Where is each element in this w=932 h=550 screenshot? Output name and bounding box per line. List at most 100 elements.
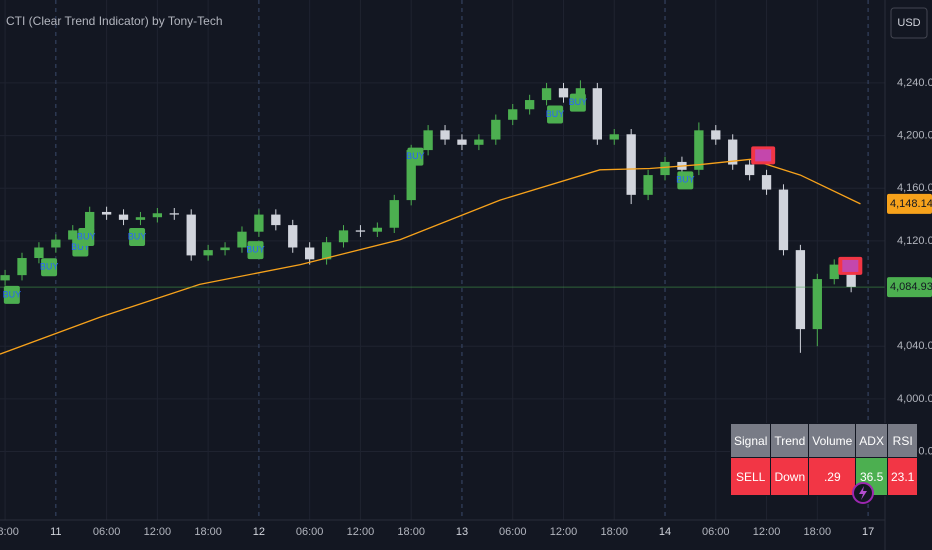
candle-body (423, 130, 433, 151)
candle-body (305, 247, 315, 260)
buy-signal (677, 171, 694, 190)
buy-signal (3, 285, 20, 304)
candle-body (829, 264, 839, 280)
buy-label: BUY (246, 245, 265, 255)
candle-body (474, 139, 484, 145)
x-tick-label: 18:00 (397, 526, 425, 538)
chart-title: CTI (Clear Trend Indicator) by Tony-Tech (6, 14, 223, 28)
candle-body (558, 88, 569, 98)
price-tag (887, 193, 932, 214)
candle-body (118, 214, 129, 220)
header-cell: ADX (855, 423, 888, 458)
status-table: Signal Trend Volume ADX RSI SELL Down .2… (729, 423, 919, 496)
candle-body (846, 264, 856, 287)
cell: Down (770, 457, 810, 496)
sell-signal-inner (755, 149, 772, 162)
table-header: Signal Trend Volume ADX RSI (729, 423, 919, 458)
candle-body (643, 175, 653, 195)
y-tick-label: 4,240.00 (897, 77, 932, 89)
buy-label: BUY (546, 109, 565, 119)
candle-body (85, 211, 95, 231)
candle-body (795, 250, 806, 330)
candle-body (338, 230, 349, 243)
candle-body (34, 247, 44, 259)
buy-label: BUY (71, 242, 90, 252)
price-tag-label: 4,084.93 (890, 281, 932, 293)
x-tick-label: 12 (253, 526, 265, 538)
candle-body (152, 213, 163, 218)
candle-body (288, 225, 298, 248)
candle-body (372, 227, 383, 232)
candle-body (135, 217, 146, 220)
candle-body (711, 130, 721, 140)
x-tick-label: 12:00 (144, 526, 172, 538)
candle-body (744, 164, 755, 176)
buy-signal (547, 105, 564, 124)
buy-label: BUY (406, 151, 425, 161)
candle-body (203, 250, 213, 256)
candle-body (51, 239, 61, 248)
candle-body (389, 200, 399, 228)
lightning-icon[interactable] (851, 481, 875, 505)
candle-body (491, 119, 501, 140)
x-tick-label: 06:00 (93, 526, 121, 538)
x-tick-label: 11 (50, 526, 61, 538)
cell: SELL (729, 457, 772, 496)
candle-body (541, 88, 552, 101)
x-tick-label: 17 (862, 526, 874, 538)
sell-signal-inner (842, 259, 859, 272)
candle-body (271, 214, 281, 226)
candle-body (17, 258, 27, 276)
buy-signal (78, 227, 95, 246)
x-tick-label: 18:00 (0, 526, 19, 538)
y-tick-label: 4,160.00 (897, 182, 932, 194)
candle-body (592, 88, 602, 140)
buy-label: BUY (40, 262, 59, 272)
candle-body (321, 242, 332, 260)
header-cell: Trend (770, 423, 810, 458)
price-tag-label: 4,148.14 (890, 198, 932, 210)
buy-label: BUY (3, 289, 22, 299)
x-tick-label: 12:00 (550, 526, 578, 538)
candle-body (406, 150, 416, 201)
candle-body (101, 211, 112, 215)
candle-body (660, 161, 670, 176)
header-cell: RSI (886, 423, 919, 458)
buy-signal (247, 241, 264, 260)
candle-body (457, 139, 467, 145)
y-tick-label: 4,000.00 (897, 393, 932, 405)
candle-body (575, 88, 586, 98)
candle-body (355, 230, 366, 232)
candle-body (508, 109, 518, 120)
x-tick-label: 18:00 (600, 526, 628, 538)
candle-body (68, 230, 78, 240)
cell: .29 (808, 457, 857, 496)
currency[interactable]: USD (897, 17, 920, 29)
buy-signal (41, 258, 58, 277)
y-tick-label: 4,200.00 (897, 130, 932, 142)
candle-body (237, 231, 247, 248)
candle-body (728, 139, 738, 165)
x-tick-label: 14 (659, 526, 671, 538)
candle-body (220, 247, 230, 251)
header-cell: Signal (729, 423, 772, 458)
x-tick-label: 12:00 (753, 526, 781, 538)
buy-signal (569, 93, 586, 112)
cell: 23.1 (886, 457, 919, 496)
x-tick-label: 12:00 (347, 526, 375, 538)
candle-body (812, 279, 822, 330)
candle-body (626, 134, 636, 195)
candle-body (0, 275, 10, 281)
buy-signal (129, 227, 146, 246)
buy-label: BUY (77, 231, 96, 241)
candle-body (694, 130, 704, 170)
header-cell: Volume (808, 423, 857, 458)
currency-box[interactable] (890, 7, 928, 39)
candle-body (186, 214, 196, 256)
candle-body (761, 175, 772, 190)
candle-body (169, 213, 179, 215)
x-tick-label: 18:00 (194, 526, 222, 538)
